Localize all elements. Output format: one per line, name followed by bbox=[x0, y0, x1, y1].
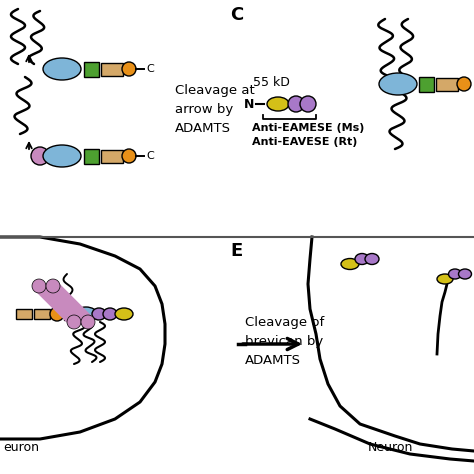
Text: Anti-EAVESE (Rt): Anti-EAVESE (Rt) bbox=[252, 137, 357, 147]
Bar bbox=[101, 149, 123, 163]
Ellipse shape bbox=[437, 274, 453, 284]
Circle shape bbox=[457, 77, 471, 91]
Ellipse shape bbox=[379, 73, 417, 95]
Bar bbox=[84, 62, 100, 76]
Circle shape bbox=[46, 279, 60, 293]
Text: N: N bbox=[244, 98, 254, 110]
Bar bbox=[419, 76, 435, 91]
Ellipse shape bbox=[288, 96, 304, 112]
Text: 55 kD: 55 kD bbox=[253, 75, 290, 89]
Text: C: C bbox=[146, 64, 154, 74]
Circle shape bbox=[67, 315, 81, 329]
Circle shape bbox=[32, 279, 46, 293]
Text: C: C bbox=[230, 6, 244, 24]
Bar bbox=[101, 63, 123, 75]
Ellipse shape bbox=[365, 254, 379, 264]
Text: Neuron: Neuron bbox=[367, 441, 413, 454]
Ellipse shape bbox=[267, 97, 289, 111]
Text: euron: euron bbox=[3, 441, 39, 454]
Bar bbox=[34, 309, 50, 319]
Ellipse shape bbox=[448, 269, 462, 279]
Text: C: C bbox=[146, 151, 154, 161]
Text: Cleavage of
brevican by
ADAMTS: Cleavage of brevican by ADAMTS bbox=[245, 316, 324, 367]
Circle shape bbox=[122, 62, 136, 76]
Bar bbox=[64, 308, 76, 320]
Ellipse shape bbox=[92, 308, 106, 320]
Bar bbox=[84, 148, 100, 164]
Text: Anti-EAMESE (Ms): Anti-EAMESE (Ms) bbox=[252, 123, 365, 133]
Circle shape bbox=[50, 307, 64, 321]
Ellipse shape bbox=[31, 147, 49, 165]
Ellipse shape bbox=[300, 96, 316, 112]
Text: Cleavage at
arrow by
ADAMTS: Cleavage at arrow by ADAMTS bbox=[175, 84, 255, 135]
Text: E: E bbox=[231, 242, 243, 260]
Circle shape bbox=[81, 315, 95, 329]
Ellipse shape bbox=[458, 269, 472, 279]
Bar bbox=[16, 309, 32, 319]
Ellipse shape bbox=[341, 258, 359, 270]
Ellipse shape bbox=[75, 307, 97, 321]
Ellipse shape bbox=[355, 254, 369, 264]
Circle shape bbox=[122, 149, 136, 163]
Ellipse shape bbox=[43, 145, 81, 167]
Ellipse shape bbox=[115, 308, 133, 320]
Ellipse shape bbox=[43, 58, 81, 80]
Bar bbox=[436, 78, 458, 91]
Ellipse shape bbox=[103, 308, 117, 320]
